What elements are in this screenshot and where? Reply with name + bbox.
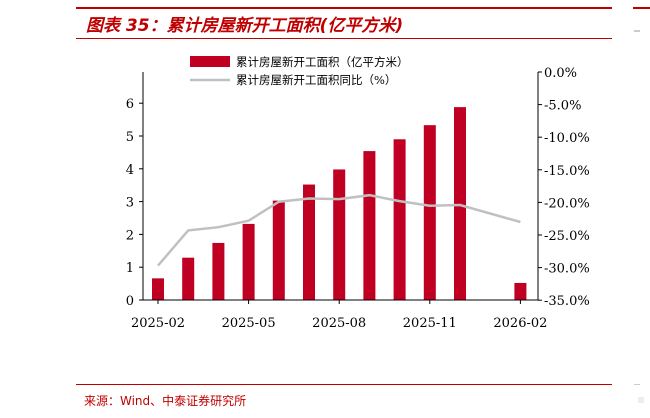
adjacent-panel-mark bbox=[634, 30, 640, 32]
legend: 累计房屋新开工面积（亿平方米） 累计房屋新开工面积同比（%） bbox=[190, 55, 409, 87]
y-left-tick-label: 5 bbox=[126, 130, 134, 145]
y-left-tick-label: 4 bbox=[126, 163, 134, 178]
y-right-tick-label: -35.0% bbox=[544, 294, 590, 309]
y-right-tick-label: 0.0% bbox=[544, 66, 577, 81]
bar-series bbox=[152, 107, 527, 301]
bar-2025-12 bbox=[454, 107, 466, 300]
bar-2025-07 bbox=[303, 184, 315, 300]
x-tick-label: 2025-08 bbox=[312, 316, 366, 331]
y-right-tick-label: -15.0% bbox=[544, 164, 590, 179]
y-right-tick-label: -30.0% bbox=[544, 262, 590, 277]
bar-2025-02 bbox=[152, 278, 164, 300]
bar-2025-11 bbox=[423, 125, 436, 301]
bar-2025-03 bbox=[182, 257, 195, 300]
header-top-rule bbox=[76, 7, 612, 9]
y-left-tick-label: 6 bbox=[126, 97, 134, 112]
adjacent-panel-rule bbox=[633, 7, 650, 9]
y-right-tick-label: -10.0% bbox=[544, 131, 590, 146]
yoy-line bbox=[157, 193, 521, 267]
bar-2025-08 bbox=[333, 169, 346, 300]
y-left-tick-label: 0 bbox=[126, 294, 134, 309]
y-right-tick-label: -25.0% bbox=[544, 229, 590, 244]
source-note: 来源：Wind、中泰证券研究所 bbox=[84, 394, 247, 408]
y-left-tick-label: 1 bbox=[126, 261, 134, 276]
y-left-tick-label: 3 bbox=[126, 196, 134, 211]
bar-2025-06 bbox=[272, 200, 285, 300]
bar-2025-04 bbox=[212, 242, 225, 300]
axes: 0 1 2 3 4 5 6 0.0% -5.0% -10.0% -15.0% -20.0% -25.0%… bbox=[126, 66, 590, 331]
legend-label-line: 累计房屋新开工面积同比（%） bbox=[236, 73, 396, 87]
y-right-tick-label: -20.0% bbox=[544, 196, 590, 211]
y-right-tick-label: -5.0% bbox=[544, 99, 581, 114]
bar-2025-09 bbox=[363, 151, 376, 300]
legend-label-bar: 累计房屋新开工面积（亿平方米） bbox=[236, 55, 409, 69]
legend-swatch-bar bbox=[190, 56, 230, 67]
y-left-tick-label: 2 bbox=[126, 228, 134, 243]
bar-2025-05 bbox=[242, 223, 255, 300]
x-tick-label: 2025-11 bbox=[403, 316, 457, 331]
bar-2025-10 bbox=[393, 139, 406, 300]
x-tick-label: 2026-02 bbox=[493, 316, 547, 331]
adjacent-panel-footer-mark bbox=[634, 384, 640, 385]
figure-title: 图表 35：累计房屋新开工面积(亿平方米) bbox=[86, 16, 404, 36]
x-tick-label: 2025-05 bbox=[222, 316, 276, 331]
adjacent-panel-footer-glyph bbox=[638, 397, 644, 403]
footer-rule bbox=[76, 384, 612, 385]
x-tick-label: 2025-02 bbox=[131, 316, 185, 331]
bar-2026-02 bbox=[514, 282, 527, 300]
title-underline bbox=[76, 38, 612, 39]
